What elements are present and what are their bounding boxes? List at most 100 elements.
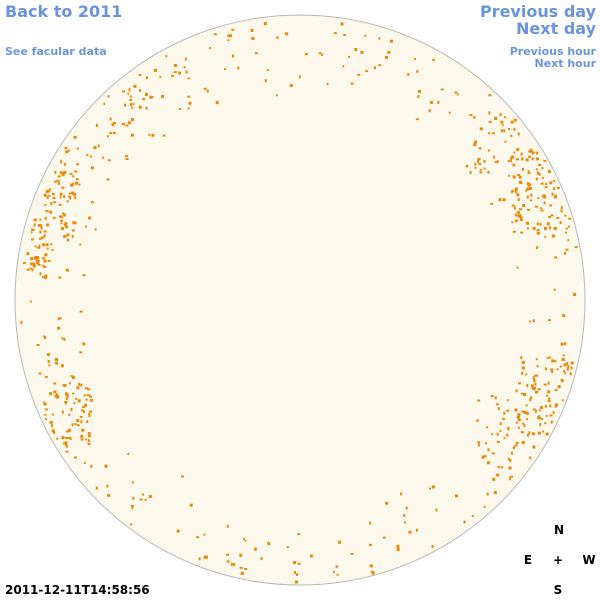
facula bbox=[296, 573, 299, 577]
facula bbox=[551, 234, 555, 238]
back-link[interactable]: Back to 2011 bbox=[5, 2, 123, 21]
facula bbox=[537, 417, 541, 420]
facula bbox=[64, 402, 67, 405]
facula bbox=[564, 214, 567, 217]
facula bbox=[486, 426, 489, 429]
facula bbox=[81, 409, 84, 412]
facula bbox=[109, 132, 113, 135]
facula bbox=[477, 441, 481, 444]
facula bbox=[428, 487, 431, 490]
facula bbox=[148, 495, 152, 498]
facula bbox=[145, 106, 148, 110]
facula bbox=[38, 224, 41, 227]
facula bbox=[535, 205, 538, 208]
facula bbox=[65, 450, 69, 453]
facula bbox=[26, 268, 30, 271]
facula bbox=[226, 553, 229, 556]
facula bbox=[204, 555, 208, 559]
facula bbox=[43, 335, 46, 338]
facula bbox=[58, 181, 60, 185]
facula bbox=[432, 58, 436, 61]
facula bbox=[44, 413, 47, 416]
facula bbox=[297, 533, 301, 536]
facula bbox=[525, 404, 528, 407]
facula bbox=[549, 414, 553, 417]
facula bbox=[94, 228, 97, 231]
next-hour-link[interactable]: Next hour bbox=[534, 57, 597, 70]
facula bbox=[418, 89, 421, 93]
facula bbox=[65, 150, 69, 154]
facula bbox=[508, 477, 511, 481]
facula bbox=[551, 192, 554, 196]
facula bbox=[81, 428, 85, 432]
facula bbox=[491, 433, 494, 436]
facula bbox=[550, 368, 554, 371]
facula bbox=[507, 427, 510, 431]
facula bbox=[516, 415, 520, 419]
facula bbox=[545, 414, 548, 417]
facula bbox=[503, 437, 506, 440]
compass-east: E bbox=[523, 553, 533, 567]
facula bbox=[83, 461, 86, 464]
facula bbox=[56, 437, 59, 440]
facula bbox=[510, 159, 513, 163]
facula bbox=[335, 565, 338, 569]
facula bbox=[88, 414, 91, 418]
facula bbox=[488, 120, 492, 123]
next-day-link[interactable]: Next day bbox=[516, 19, 596, 38]
facula bbox=[539, 423, 542, 427]
facula bbox=[72, 193, 76, 196]
facula bbox=[64, 222, 68, 225]
facula bbox=[553, 226, 557, 230]
facula bbox=[548, 216, 552, 218]
previous-hour-link[interactable]: Previous hour bbox=[509, 45, 596, 58]
facula bbox=[537, 197, 540, 200]
facula bbox=[53, 201, 57, 204]
facula bbox=[189, 503, 193, 507]
facula bbox=[60, 171, 62, 175]
facula bbox=[43, 259, 47, 263]
facula bbox=[65, 268, 69, 272]
facula bbox=[512, 164, 516, 167]
facula bbox=[567, 239, 570, 242]
facula bbox=[76, 163, 79, 166]
facula bbox=[63, 337, 66, 341]
facula bbox=[51, 249, 54, 251]
facula bbox=[39, 230, 42, 234]
facula bbox=[125, 155, 128, 158]
facula bbox=[543, 195, 547, 199]
facula bbox=[145, 92, 148, 96]
facula bbox=[59, 215, 63, 218]
facula bbox=[516, 193, 520, 197]
facula bbox=[521, 371, 524, 375]
facula bbox=[512, 446, 515, 450]
facula bbox=[336, 573, 339, 576]
facula bbox=[184, 57, 187, 61]
facula bbox=[42, 264, 45, 267]
facula bbox=[74, 196, 77, 200]
facula bbox=[413, 58, 416, 60]
facula bbox=[551, 369, 554, 373]
facula bbox=[528, 155, 531, 158]
facula bbox=[543, 159, 547, 162]
facula bbox=[545, 367, 547, 371]
facula bbox=[174, 64, 178, 67]
facula bbox=[185, 70, 188, 74]
facula bbox=[289, 84, 293, 87]
facula bbox=[532, 151, 534, 155]
facula bbox=[60, 364, 64, 368]
facula bbox=[488, 111, 491, 115]
facula bbox=[488, 94, 492, 97]
facula bbox=[408, 530, 412, 534]
facula bbox=[66, 430, 70, 433]
facula bbox=[371, 571, 375, 575]
facula bbox=[497, 407, 500, 411]
facular-link[interactable]: See facular data bbox=[5, 45, 107, 58]
facula bbox=[70, 183, 74, 187]
facula bbox=[71, 191, 75, 195]
facula bbox=[239, 566, 243, 569]
facula bbox=[562, 314, 566, 318]
previous-day-link[interactable]: Previous day bbox=[479, 2, 596, 21]
facula bbox=[481, 455, 485, 459]
facula bbox=[501, 466, 503, 469]
